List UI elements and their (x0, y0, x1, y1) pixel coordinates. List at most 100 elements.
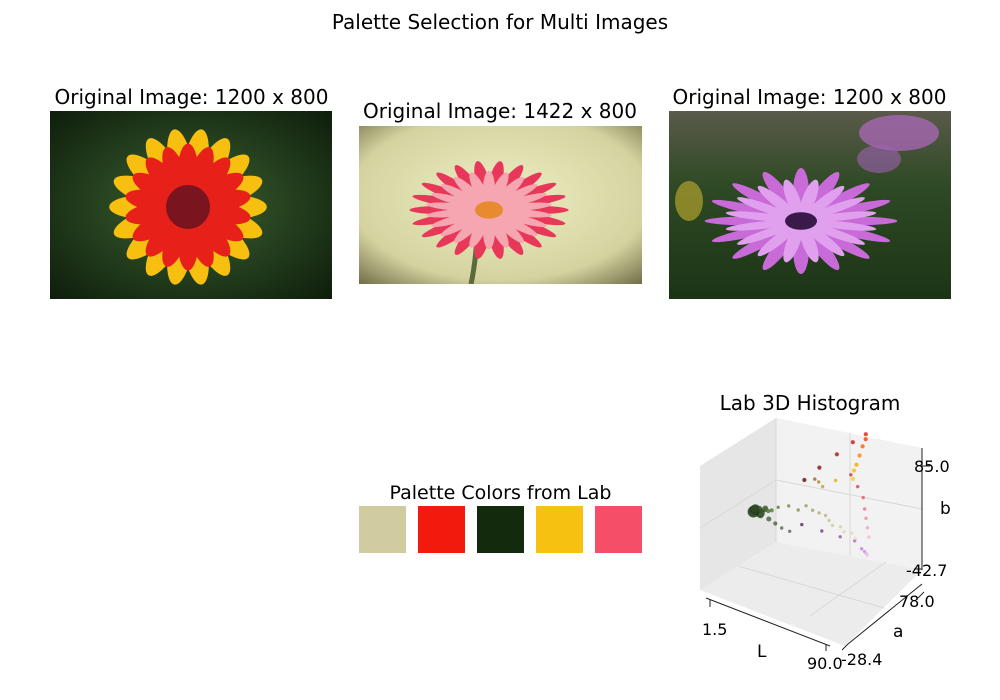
l-axis-tick-max: 90.0 (807, 654, 843, 673)
lab-data-point (863, 437, 868, 442)
a-axis-label: a (893, 622, 904, 642)
lab-data-point (827, 518, 831, 523)
lab-data-point (820, 484, 825, 489)
lab-data-point (850, 476, 855, 481)
lab-data-point (865, 553, 870, 557)
palette-swatch (477, 506, 524, 553)
lab-data-point (838, 535, 842, 539)
flower-petal (196, 189, 251, 212)
flower-petal (491, 212, 525, 244)
lab-3d-histogram (699, 418, 930, 651)
image-2-title: Original Image: 1422 x 800 (363, 99, 637, 123)
flower-petal (806, 197, 865, 220)
flower-petal (491, 176, 525, 208)
lab-data-point (751, 504, 760, 513)
flower-petal (426, 202, 484, 212)
flower-petal (492, 211, 538, 237)
flower-petal (725, 220, 795, 231)
flower-petal (493, 210, 547, 228)
b-axis-label: b (940, 499, 951, 519)
image-2-panel (359, 126, 642, 284)
lab-data-point (787, 504, 791, 508)
flower-petal (757, 185, 799, 219)
lab-data-point (856, 484, 860, 489)
flower-petal (737, 197, 796, 220)
lab-data-point (796, 508, 800, 512)
flower-center (475, 201, 503, 219)
lab-data-point (766, 516, 772, 522)
lab-data-point (813, 477, 817, 481)
histogram-floor (700, 542, 922, 646)
lab-data-point (851, 468, 857, 473)
histogram-axes (705, 448, 930, 651)
histogram-title: Lab 3D Histogram (719, 391, 901, 415)
flower-petal (431, 210, 485, 228)
flower-petal (725, 211, 795, 222)
flower-petal (799, 179, 819, 218)
lab-data-point (865, 526, 870, 530)
l-axis-tick-min: 1.5 (702, 620, 728, 639)
lab-data-point (830, 523, 835, 528)
l-axis-label: L (757, 642, 767, 662)
flower-petal (783, 179, 803, 218)
lab-data-point (776, 505, 780, 509)
palette-swatch (536, 506, 583, 553)
a-axis-tick-min: -28.4 (841, 650, 883, 669)
lab-data-point (817, 465, 822, 470)
lab-data-point (788, 529, 792, 533)
flower-petal (431, 192, 485, 210)
b-axis-tick-min: -42.7 (906, 561, 948, 580)
flower-petal (488, 172, 509, 207)
flower-center (166, 185, 210, 229)
flower-petal (453, 212, 487, 244)
lab-data-point (834, 452, 839, 457)
lab-data-point (862, 507, 867, 511)
lab-data-point (820, 529, 824, 533)
flower-petal (757, 223, 799, 257)
flower-center (785, 212, 817, 230)
flower-petal (494, 202, 552, 212)
figure-title: Palette Selection for Multi Images (331, 10, 669, 34)
lab-data-point (850, 531, 854, 535)
zinnia-flower-image (50, 111, 332, 299)
lab-data-point (849, 473, 853, 477)
lab-data-point (817, 480, 821, 484)
flower-petal (737, 222, 796, 245)
lab-data-point (842, 530, 846, 534)
image-1-panel (50, 111, 332, 299)
a-axis-tick-max: 78.0 (899, 592, 935, 611)
lab-data-point (853, 539, 857, 543)
lab-data-point (863, 432, 868, 437)
lab-data-point (864, 516, 868, 520)
palette-swatch (359, 506, 406, 553)
lab-data-point (817, 511, 821, 515)
flower-petal (469, 213, 490, 248)
lab-data-point (780, 526, 784, 530)
lab-data-point (850, 440, 855, 445)
image-3-panel (669, 111, 951, 299)
b-axis-tick-max: 85.0 (914, 457, 950, 476)
osteospermum-flower-image (669, 111, 951, 299)
lab-data-point (800, 522, 804, 527)
lab-data-point (773, 521, 778, 526)
lab-data-point (854, 462, 859, 467)
palette-swatch (418, 506, 465, 553)
flower-petal (453, 176, 487, 208)
flower-petal (440, 183, 486, 209)
flower-petal (807, 220, 877, 231)
palette-swatch (595, 506, 642, 553)
histogram-grid (699, 418, 923, 617)
lab-data-point (857, 453, 862, 458)
lab-data-point (802, 477, 807, 483)
lab-data-point (859, 547, 864, 551)
lab-data-point (823, 513, 828, 518)
image-3-title: Original Image: 1200 x 800 (672, 85, 947, 109)
flower-petal (493, 192, 547, 210)
lab-data-point (804, 504, 808, 508)
lab-data-point (867, 535, 871, 539)
palette-title: Palette Colors from Lab (389, 482, 612, 504)
image-1-title: Original Image: 1200 x 800 (54, 85, 329, 109)
lab-data-point (853, 536, 858, 540)
flower-petal (440, 211, 486, 237)
lab-data-point (838, 525, 843, 529)
